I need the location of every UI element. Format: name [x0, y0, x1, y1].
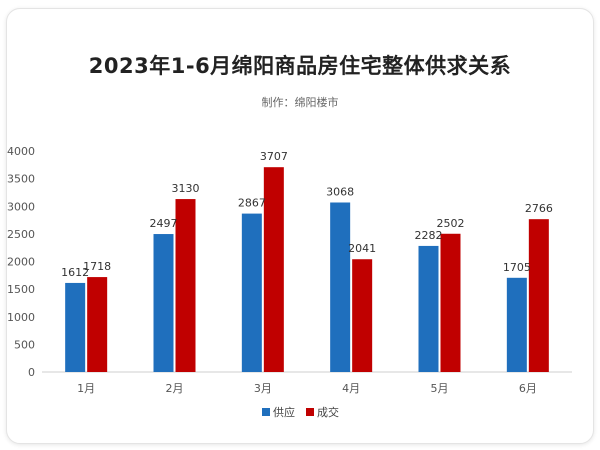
y-tick-label: 500 [14, 338, 35, 351]
bar-supply [330, 202, 351, 372]
x-tick-label: 3月 [254, 382, 272, 395]
legend-label: 供应 [273, 405, 295, 419]
data-label: 2282 [415, 229, 443, 242]
data-label: 3130 [172, 182, 200, 195]
data-label: 2497 [150, 217, 178, 230]
bar-deal [440, 233, 461, 372]
y-tick-label: 1500 [7, 283, 35, 296]
data-label: 1612 [61, 266, 89, 279]
data-label: 3068 [326, 185, 354, 198]
chart-subtitle: 制作：绵阳楼市 [261, 96, 339, 109]
bar-supply [418, 245, 439, 372]
bar-supply [153, 234, 174, 372]
bars-layer [65, 167, 549, 372]
x-tick-label: 2月 [166, 382, 184, 395]
y-tick-label: 2500 [7, 228, 35, 241]
legend-swatch [262, 408, 270, 416]
legend-swatch [306, 408, 314, 416]
data-label: 2502 [437, 217, 465, 230]
bar-deal [528, 219, 549, 372]
y-tick-label: 1000 [7, 311, 35, 324]
legend: 供应 成交 [262, 405, 339, 419]
bar-deal [87, 277, 108, 372]
y-tick-label: 4000 [7, 145, 35, 158]
data-label: 2041 [348, 242, 376, 255]
legend-label: 成交 [317, 405, 339, 419]
data-label: 2766 [525, 202, 553, 215]
bar-deal [175, 199, 196, 372]
y-tick-label: 3500 [7, 173, 35, 186]
data-label: 1705 [503, 261, 531, 274]
bar-deal [352, 259, 373, 372]
axis-layer: 0 500 1000 1500 2000 2500 3000 3500 4000 1月 2月 3月 4月… [7, 145, 572, 395]
bar-deal [263, 167, 284, 372]
chart-title: 2023年1-6月绵阳商品房住宅整体供求关系 [88, 54, 512, 78]
data-label: 3707 [260, 150, 288, 163]
y-tick-label: 3000 [7, 200, 35, 213]
y-tick-label: 0 [28, 366, 35, 379]
x-tick-label: 1月 [77, 382, 95, 395]
bar-supply [65, 282, 86, 372]
bar-supply [506, 277, 527, 372]
bar-supply [241, 213, 262, 372]
data-label: 1718 [83, 260, 111, 273]
x-tick-label: 4月 [342, 382, 360, 395]
data-label: 2867 [238, 197, 266, 210]
y-tick-label: 2000 [7, 256, 35, 269]
x-tick-label: 6月 [519, 382, 537, 395]
x-tick-label: 5月 [431, 382, 449, 395]
